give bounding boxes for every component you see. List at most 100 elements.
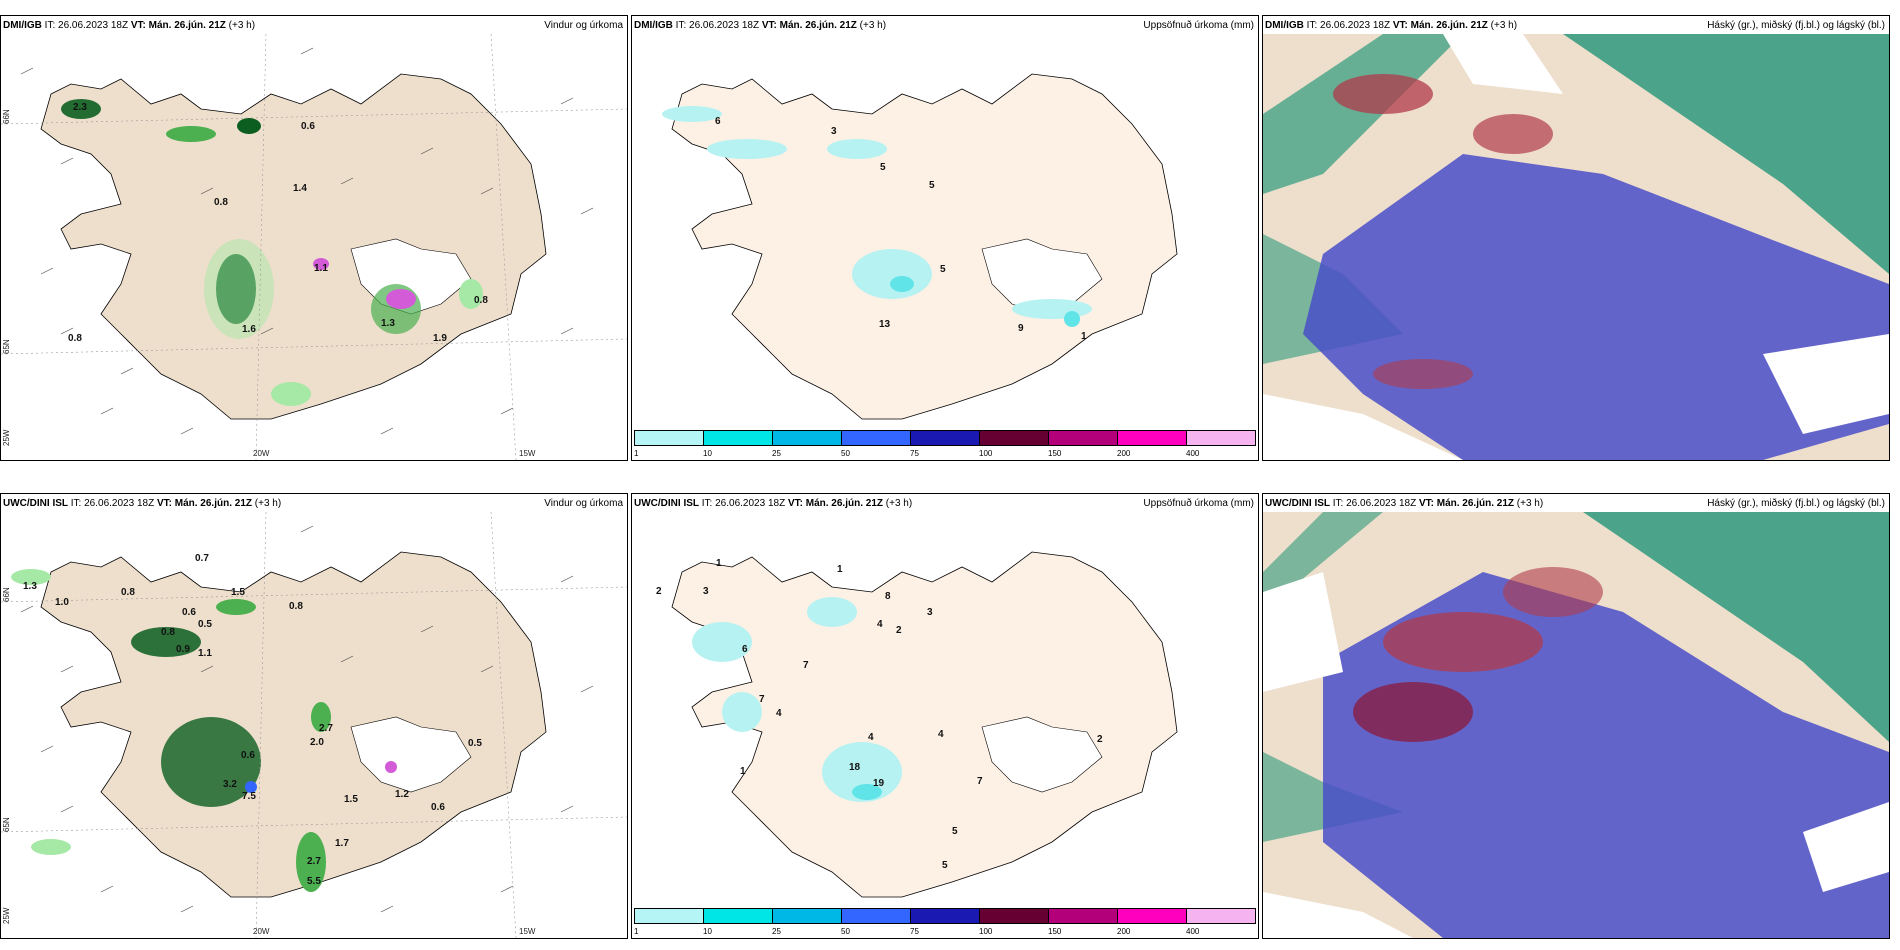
product-title: Vindur og úrkoma bbox=[544, 498, 623, 509]
svg-text:0.9: 0.9 bbox=[176, 644, 190, 655]
init-time: IT: 26.06.2023 18Z bbox=[701, 498, 786, 509]
cbar-bin bbox=[1187, 431, 1255, 445]
svg-text:5.5: 5.5 bbox=[307, 876, 321, 887]
svg-text:0.8: 0.8 bbox=[214, 197, 228, 208]
init-time: IT: 26.06.2023 18Z bbox=[44, 20, 129, 31]
map-clouds bbox=[1263, 512, 1889, 938]
panel-header: UWC/DINI ISL IT: 26.06.2023 18Z VT: Mán.… bbox=[3, 498, 623, 512]
svg-text:0.5: 0.5 bbox=[468, 738, 482, 749]
accum-areas bbox=[662, 106, 1092, 327]
svg-text:1.0: 1.0 bbox=[55, 597, 69, 608]
panel-clouds-uwc: UWC/DINI ISL IT: 26.06.2023 18Z VT: Mán.… bbox=[1262, 493, 1890, 939]
map-accumulated-precip: 2 1 3 1 8 3 4 2 6 7 7 4 18 19 4 4 2 7 5 … bbox=[656, 551, 1178, 898]
svg-text:1: 1 bbox=[716, 558, 722, 569]
svg-text:0.5: 0.5 bbox=[198, 619, 212, 630]
svg-text:15W: 15W bbox=[519, 927, 536, 936]
svg-text:66N: 66N bbox=[2, 109, 11, 124]
lead-time: (+3 h) bbox=[885, 498, 913, 509]
svg-text:5: 5 bbox=[952, 826, 958, 837]
value-labels: 0.7 1.3 1.0 0.8 1.5 0.8 0.6 0.5 0.8 0.9 … bbox=[23, 553, 482, 887]
svg-text:2: 2 bbox=[1097, 734, 1103, 745]
model-name: UWC/DINI ISL bbox=[3, 498, 68, 509]
panel-clouds-dmi: DMI/IGB IT: 26.06.2023 18Z VT: Mán. 26.j… bbox=[1262, 15, 1890, 461]
map-wind-precip: 2.3 0.6 1.4 0.8 0.8 0.8 1.3 1.6 1.1 1.9 … bbox=[1, 34, 627, 460]
valid-time: VT: Mán. 26.jún. 21Z bbox=[156, 498, 252, 509]
svg-text:1.9: 1.9 bbox=[433, 333, 447, 344]
svg-text:4: 4 bbox=[776, 708, 782, 719]
cbar-bin bbox=[773, 909, 842, 923]
svg-text:18: 18 bbox=[849, 762, 861, 773]
lead-time: (+3 h) bbox=[1516, 498, 1544, 509]
valid-time: VT: Mán. 26.jún. 21Z bbox=[130, 20, 226, 31]
model-name: DMI/IGB bbox=[1265, 20, 1304, 31]
svg-text:2: 2 bbox=[656, 586, 662, 597]
value-labels: 2 1 3 1 8 3 4 2 6 7 7 4 18 19 4 4 2 7 5 … bbox=[656, 558, 1103, 871]
svg-text:1.5: 1.5 bbox=[231, 587, 245, 598]
svg-text:5: 5 bbox=[929, 180, 935, 191]
model-name: UWC/DINI ISL bbox=[1265, 498, 1330, 509]
svg-text:2: 2 bbox=[896, 625, 902, 636]
cbar-bin bbox=[980, 431, 1049, 445]
svg-text:4: 4 bbox=[868, 732, 874, 743]
svg-text:0.8: 0.8 bbox=[289, 601, 303, 612]
svg-text:1: 1 bbox=[740, 766, 746, 777]
svg-text:0.6: 0.6 bbox=[182, 607, 196, 618]
svg-text:3.2: 3.2 bbox=[223, 779, 237, 790]
svg-text:20W: 20W bbox=[253, 449, 270, 458]
svg-text:7: 7 bbox=[977, 776, 983, 787]
valid-time: VT: Mán. 26.jún. 21Z bbox=[761, 20, 857, 31]
map-clouds bbox=[1263, 34, 1889, 460]
svg-text:65N: 65N bbox=[2, 817, 11, 832]
product-title: Uppsöfnuð úrkoma (mm) bbox=[1143, 498, 1254, 509]
svg-text:0.8: 0.8 bbox=[68, 333, 82, 344]
axis-labels: 66N 65N 25W 20W 15W bbox=[2, 109, 536, 458]
svg-text:1: 1 bbox=[837, 564, 843, 575]
svg-text:13: 13 bbox=[879, 319, 891, 330]
panel-accum-precip-uwc: UWC/DINI ISL IT: 26.06.2023 18Z VT: Mán.… bbox=[631, 493, 1259, 939]
cbar-bin bbox=[1118, 431, 1187, 445]
svg-text:1.2: 1.2 bbox=[395, 789, 409, 800]
svg-text:0.8: 0.8 bbox=[161, 627, 175, 638]
cbar-bin bbox=[704, 909, 773, 923]
product-title: Uppsöfnuð úrkoma (mm) bbox=[1143, 20, 1254, 31]
cbar-bin bbox=[980, 909, 1049, 923]
svg-text:0.6: 0.6 bbox=[301, 121, 315, 132]
panel-header: UWC/DINI ISL IT: 26.06.2023 18Z VT: Mán.… bbox=[634, 498, 1254, 512]
svg-text:66N: 66N bbox=[2, 587, 11, 602]
svg-text:1.3: 1.3 bbox=[381, 318, 395, 329]
wind-barbs bbox=[20, 47, 594, 435]
panel-header: UWC/DINI ISL IT: 26.06.2023 18Z VT: Mán.… bbox=[1265, 498, 1885, 512]
valid-time: VT: Mán. 26.jún. 21Z bbox=[1418, 498, 1514, 509]
svg-text:65N: 65N bbox=[2, 339, 11, 354]
colorbar-ticks: 1 10 25 50 75 100 150 200 400 bbox=[634, 449, 1200, 458]
init-time: IT: 26.06.2023 18Z bbox=[1306, 20, 1391, 31]
product-title: Háský (gr.), miðský (fj.bl.) og lágský (… bbox=[1707, 498, 1885, 509]
svg-text:5: 5 bbox=[942, 860, 948, 871]
svg-text:5: 5 bbox=[880, 162, 886, 173]
iceland-land bbox=[671, 551, 1178, 898]
cbar-bin bbox=[773, 431, 842, 445]
panel-header: DMI/IGB IT: 26.06.2023 18Z VT: Mán. 26.j… bbox=[3, 20, 623, 34]
svg-text:5: 5 bbox=[940, 264, 946, 275]
model-name: DMI/IGB bbox=[3, 20, 42, 31]
svg-text:4: 4 bbox=[877, 619, 883, 630]
svg-text:2.0: 2.0 bbox=[310, 737, 324, 748]
panel-header: DMI/IGB IT: 26.06.2023 18Z VT: Mán. 26.j… bbox=[1265, 20, 1885, 34]
precip-areas bbox=[61, 99, 483, 406]
iceland-land bbox=[671, 73, 1178, 420]
valid-time: VT: Mán. 26.jún. 21Z bbox=[787, 498, 883, 509]
svg-text:1.6: 1.6 bbox=[242, 324, 256, 335]
iceland-land bbox=[40, 73, 547, 420]
svg-text:15W: 15W bbox=[519, 449, 536, 458]
svg-text:25W: 25W bbox=[2, 429, 11, 446]
svg-text:0.6: 0.6 bbox=[241, 750, 255, 761]
cbar-bin bbox=[911, 431, 980, 445]
cbar-bin bbox=[704, 431, 773, 445]
lead-time: (+3 h) bbox=[254, 498, 282, 509]
svg-text:7: 7 bbox=[759, 694, 765, 705]
svg-text:0.7: 0.7 bbox=[195, 553, 209, 564]
svg-text:7: 7 bbox=[803, 660, 809, 671]
svg-text:20W: 20W bbox=[253, 927, 270, 936]
cbar-bin bbox=[1049, 909, 1118, 923]
model-name: DMI/IGB bbox=[634, 20, 673, 31]
